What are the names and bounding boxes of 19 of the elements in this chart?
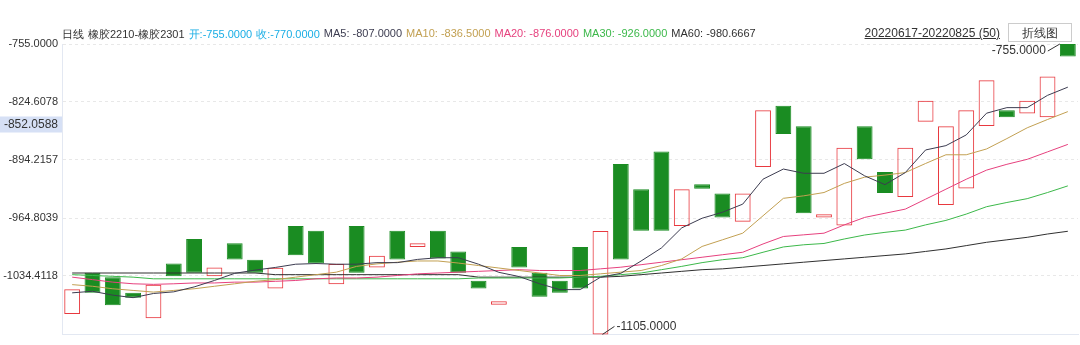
text: MA10: -836.5000 [406,27,491,41]
y-tick-label: -824.6078 [8,94,58,107]
text: MA60: -980.6667 [671,27,756,41]
chart-title: 日线 [62,27,84,42]
y-tick-label: -1034.4118 [3,268,58,281]
text: MA30: -926.0000 [582,27,668,41]
text: MA5: -807.0000 [323,27,403,41]
text: -852.0588 [3,116,59,131]
text: 收:-770.0000 [256,27,320,42]
chart-subtitle: 橡胶2210-橡胶2301 [88,27,185,42]
y-tick-label: -755.0000 [8,37,58,50]
annotation: -1105.0000 [616,318,677,333]
y-tick-label: -894.2157 [8,152,58,165]
text: 20220617-20220825 (50) [864,26,1000,40]
y-tick-label: -964.8039 [8,211,58,224]
annotation: -755.0000 [991,43,1047,58]
chart-type-button[interactable]: 折线图 [1008,23,1072,42]
text: MA20: -876.0000 [494,27,579,41]
text: 开:-755.0000 [188,27,253,42]
